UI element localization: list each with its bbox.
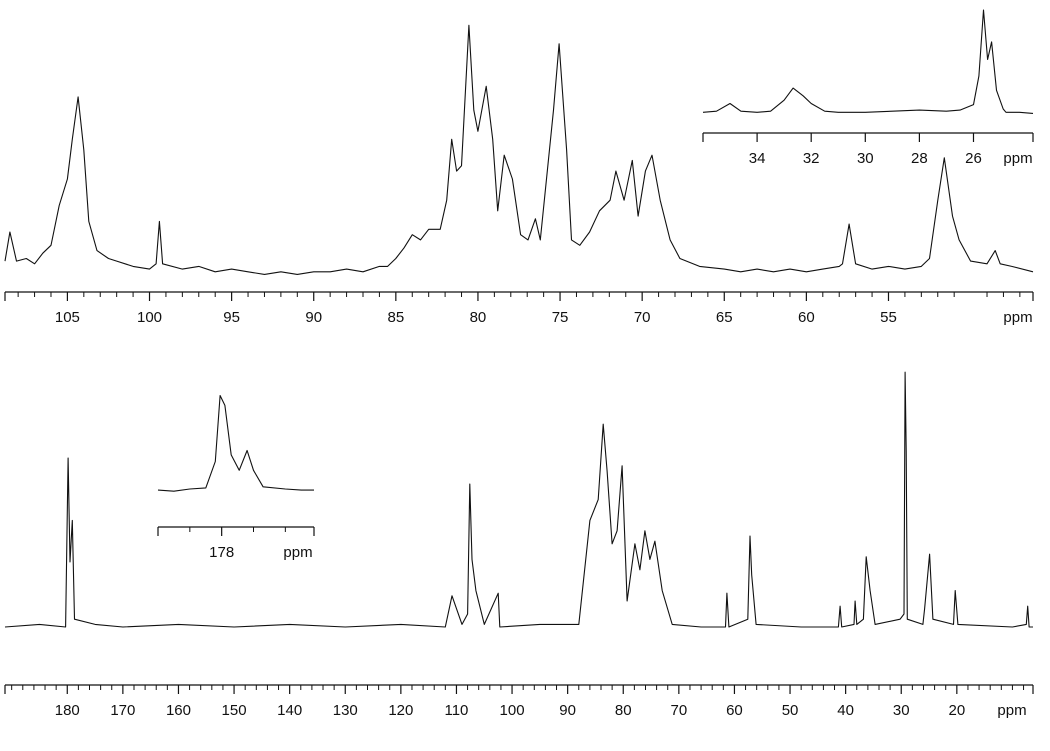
x-tick-label: 75	[552, 309, 569, 326]
x-tick-label: 80	[470, 309, 487, 326]
x-tick-label: 180	[55, 702, 80, 719]
x-tick-label: 105	[55, 309, 80, 326]
x-tick-label: 95	[223, 309, 240, 326]
x-tick-label: 26	[965, 150, 982, 167]
x-axis-label: ppm	[283, 544, 312, 561]
x-tick-label: 160	[166, 702, 191, 719]
x-tick-label: 150	[222, 702, 247, 719]
x-tick-label: 100	[137, 309, 162, 326]
x-tick-label: 110	[444, 702, 468, 719]
x-tick-label: 30	[857, 150, 874, 167]
x-tick-label: 32	[803, 150, 820, 167]
x-tick-label: 90	[559, 702, 576, 719]
x-tick-label: 90	[305, 309, 322, 326]
x-tick-label: 80	[615, 702, 632, 719]
x-tick-label: 50	[782, 702, 799, 719]
x-tick-label: 170	[110, 702, 135, 719]
x-tick-label: 60	[726, 702, 743, 719]
spectrum-line	[157, 394, 314, 492]
x-tick-label: 30	[893, 702, 910, 719]
x-tick-label: 40	[837, 702, 854, 719]
x-tick-label: 130	[333, 702, 358, 719]
x-tick-label: 140	[277, 702, 302, 719]
spectrum-line	[702, 9, 1034, 114]
x-tick-label: 120	[388, 702, 413, 719]
x-axis-label: ppm	[1003, 150, 1032, 167]
x-tick-label: 178	[209, 544, 234, 561]
x-tick-label: 55	[880, 309, 897, 326]
x-tick-label: 70	[634, 309, 651, 326]
spectrum-line	[4, 24, 1034, 275]
x-tick-label: 34	[749, 150, 766, 167]
x-axis-label: ppm	[1003, 309, 1032, 326]
x-tick-label: 100	[500, 702, 525, 719]
x-tick-label: 65	[716, 309, 733, 326]
x-tick-label: 70	[670, 702, 687, 719]
spectrum-line	[4, 371, 1033, 628]
x-tick-label: 28	[911, 150, 928, 167]
x-tick-label: 60	[798, 309, 815, 326]
x-tick-label: 20	[948, 702, 965, 719]
x-tick-label: 85	[387, 309, 404, 326]
x-axis-label: ppm	[997, 702, 1026, 719]
